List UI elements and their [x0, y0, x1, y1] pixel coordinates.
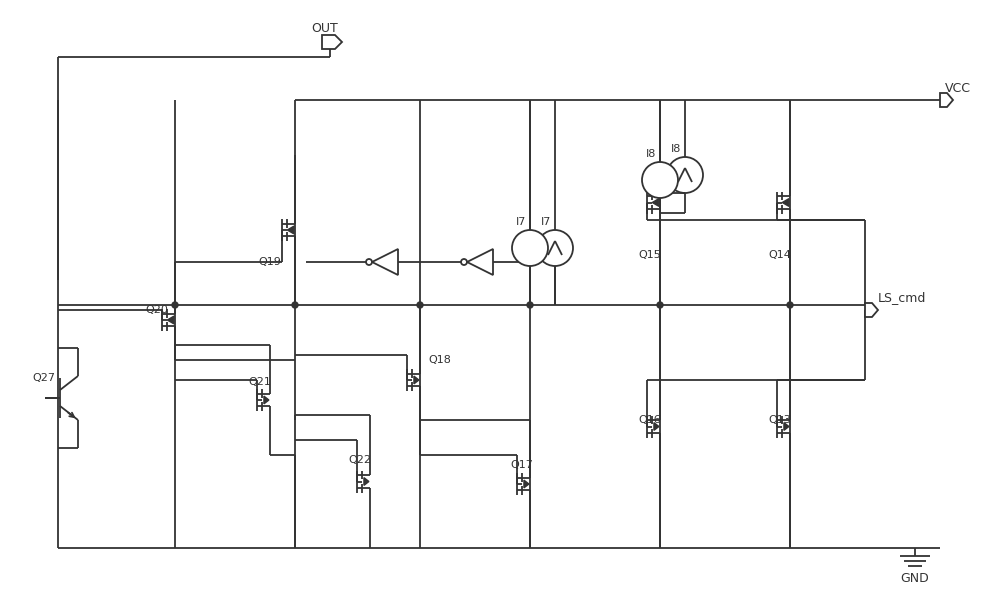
Polygon shape [467, 249, 493, 275]
Polygon shape [167, 316, 174, 324]
Text: Q22: Q22 [348, 455, 371, 465]
Circle shape [417, 302, 423, 308]
Text: I8: I8 [671, 144, 681, 154]
Text: Q15: Q15 [638, 250, 661, 260]
Text: GND: GND [901, 571, 929, 585]
Text: Q19: Q19 [258, 257, 281, 267]
Polygon shape [652, 199, 659, 207]
Circle shape [642, 162, 678, 198]
Text: Q21: Q21 [248, 377, 271, 387]
Text: Q20: Q20 [145, 305, 168, 315]
Polygon shape [264, 396, 269, 404]
Polygon shape [782, 199, 789, 207]
Circle shape [512, 230, 548, 266]
Polygon shape [654, 423, 659, 430]
Text: I7: I7 [516, 217, 526, 227]
Polygon shape [784, 423, 789, 430]
Text: Q17: Q17 [510, 460, 533, 470]
Text: Q16: Q16 [638, 415, 661, 425]
Polygon shape [287, 226, 294, 234]
Polygon shape [364, 478, 369, 485]
Polygon shape [322, 35, 342, 49]
Text: VCC: VCC [945, 81, 971, 95]
Text: Q18: Q18 [428, 355, 451, 365]
Circle shape [527, 302, 533, 308]
Polygon shape [940, 93, 953, 107]
Circle shape [787, 302, 793, 308]
Text: Q14: Q14 [768, 250, 791, 260]
Text: Q13: Q13 [768, 415, 791, 425]
Text: LS_cmd: LS_cmd [878, 291, 926, 304]
Polygon shape [865, 303, 878, 317]
Text: I8: I8 [646, 149, 656, 159]
Polygon shape [524, 480, 529, 488]
Text: I7: I7 [541, 217, 551, 227]
Text: OUT: OUT [312, 21, 338, 34]
Polygon shape [414, 376, 419, 384]
Circle shape [292, 302, 298, 308]
Polygon shape [372, 249, 398, 275]
Circle shape [172, 302, 178, 308]
Circle shape [657, 302, 663, 308]
Text: Q27: Q27 [32, 373, 55, 383]
